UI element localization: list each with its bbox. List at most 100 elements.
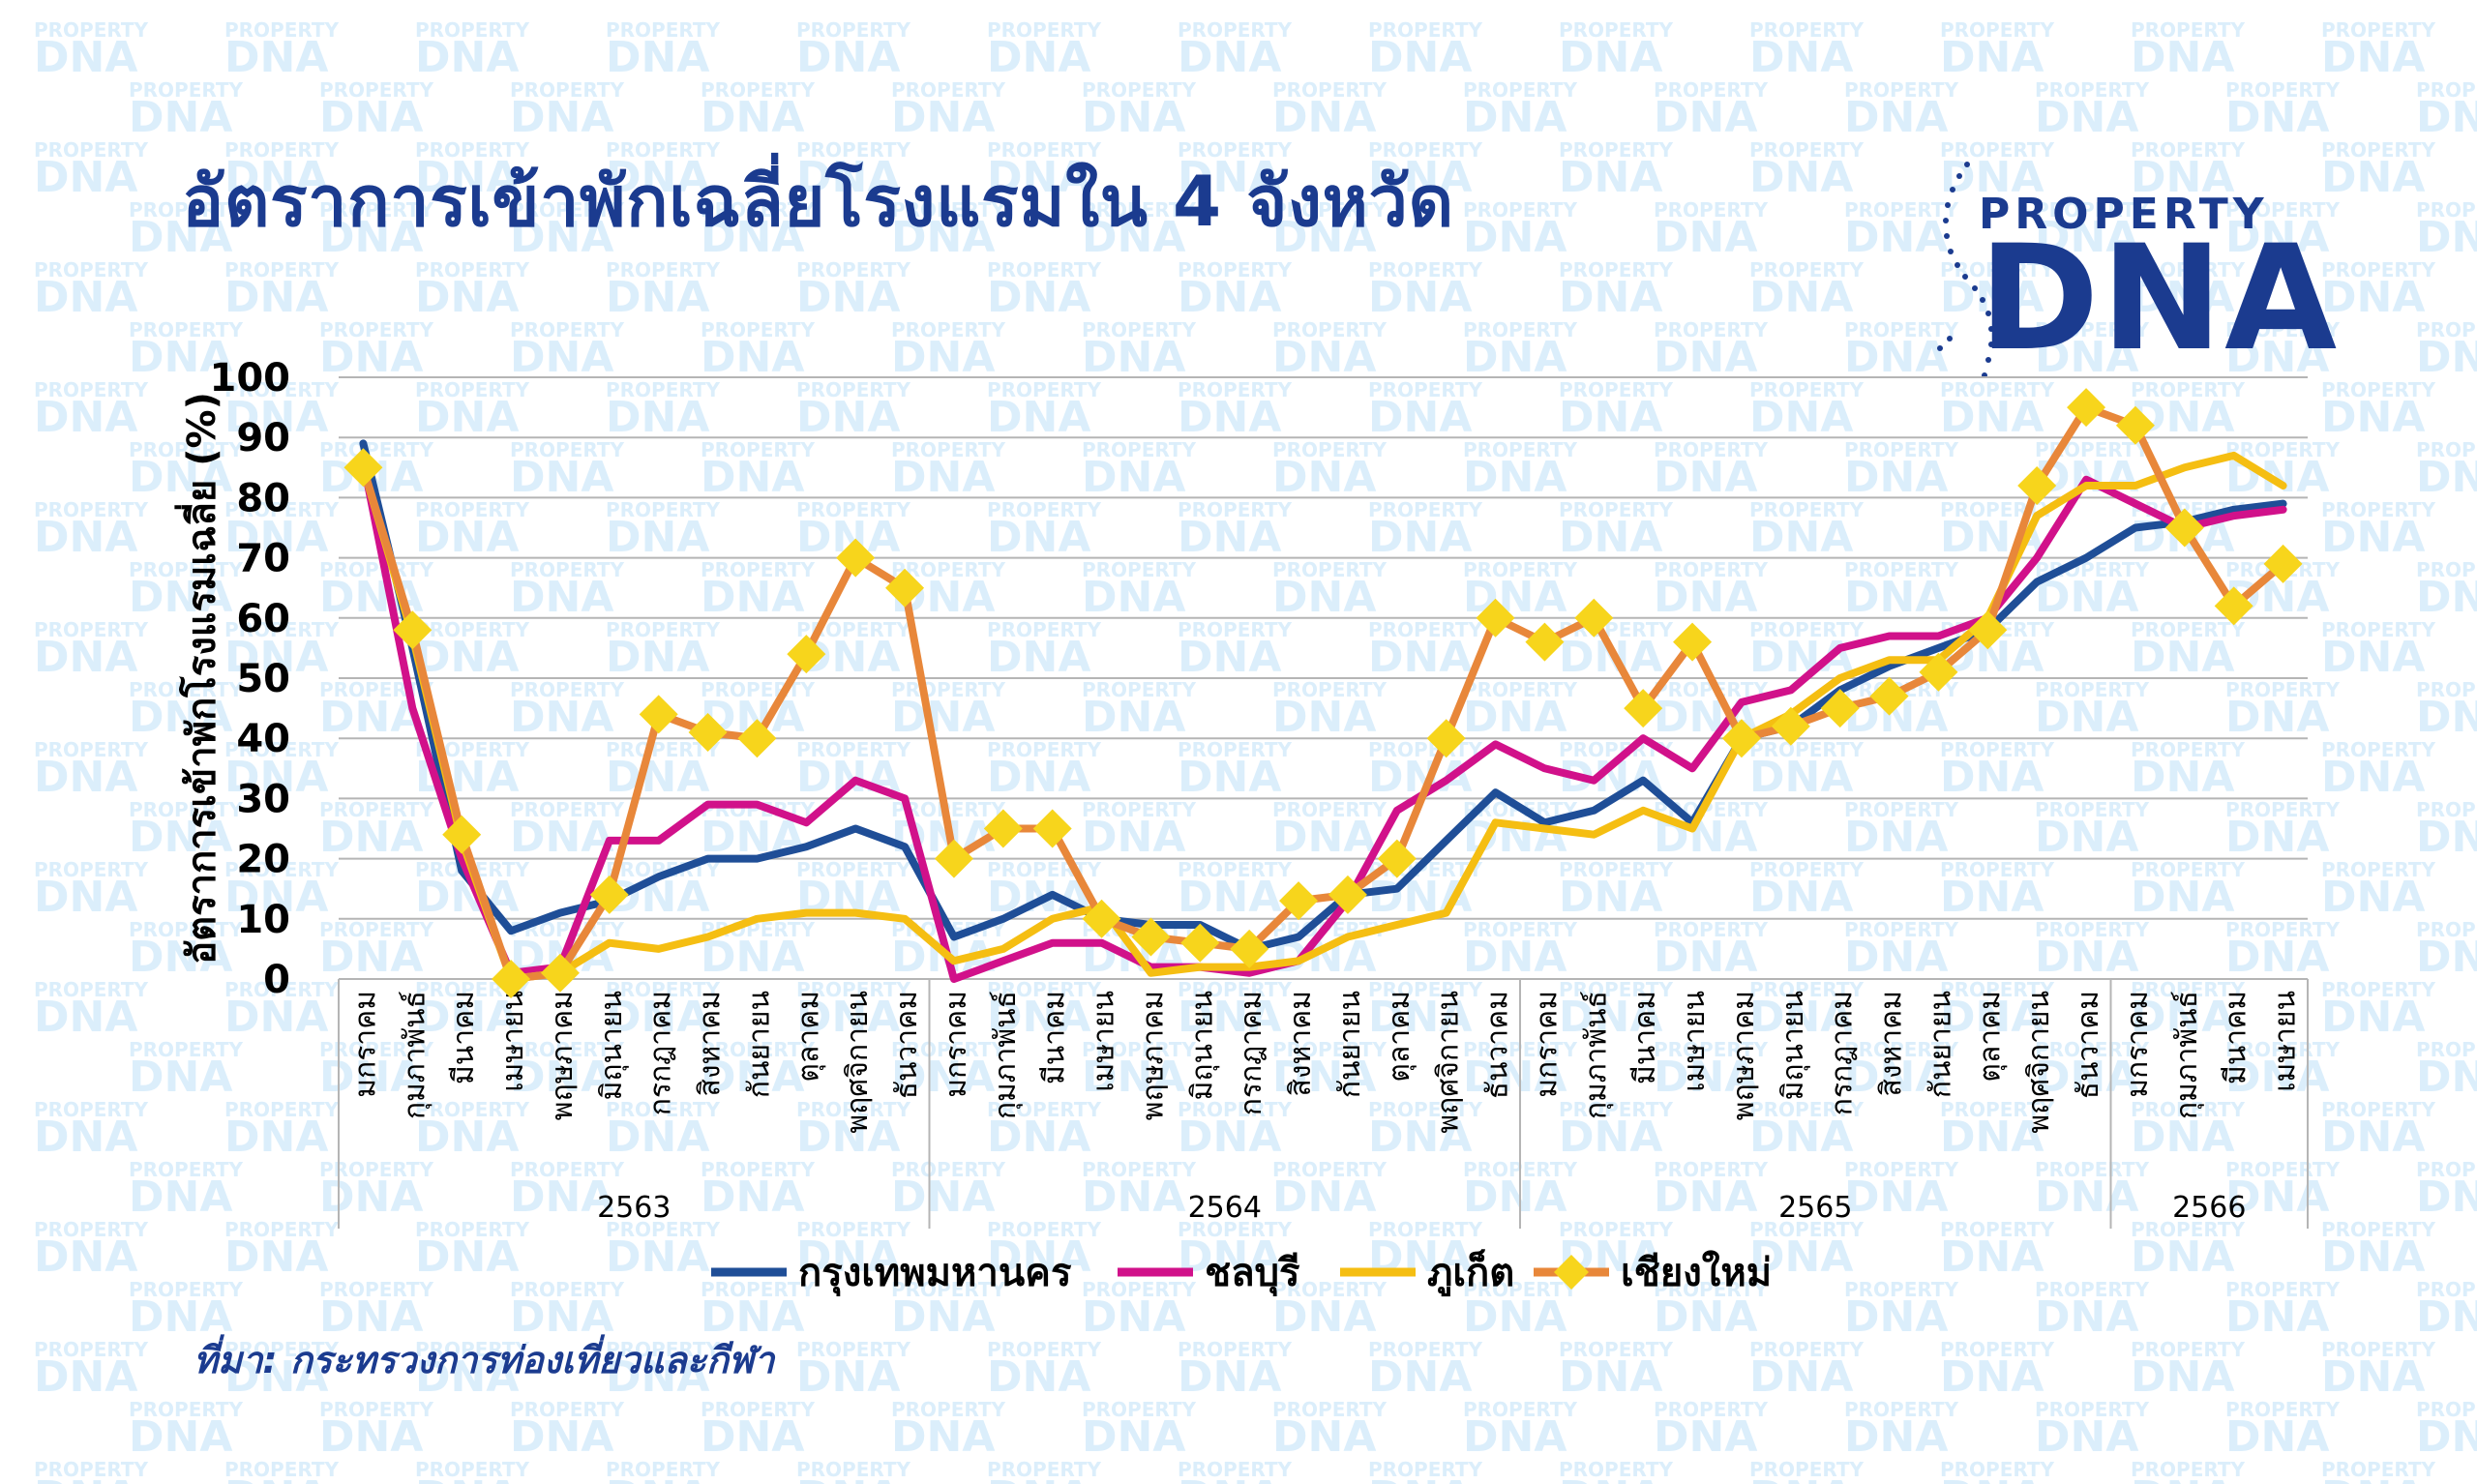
watermark-text: PROPERTY: [34, 978, 149, 1001]
watermark-text: PROPERTY: [34, 498, 149, 521]
watermark-text: PROPERTY: [987, 378, 1102, 401]
watermark-text: DNA: [2131, 273, 2234, 322]
watermark-text: PROPERTY: [1559, 1338, 1674, 1361]
watermark-text: DNA: [224, 1352, 328, 1402]
watermark-text: PROPERTY: [415, 1458, 530, 1481]
watermark-text: PROPERTY: [891, 678, 1006, 701]
watermark-text: DNA: [1749, 1352, 1853, 1402]
watermark-text: PROPERTY: [1178, 18, 1293, 42]
watermark-text: DNA: [1178, 993, 1281, 1042]
y-tick-label: 70: [236, 537, 290, 581]
watermark-text: PROPERTY: [1082, 318, 1197, 341]
watermark-text: DNA: [415, 633, 519, 682]
watermark-text: PROPERTY: [1082, 678, 1197, 701]
watermark-text: DNA: [2035, 813, 2138, 862]
data-point-marker: [589, 875, 629, 914]
watermark-text: DNA: [1082, 1412, 1185, 1462]
watermark-text: DNA: [2321, 993, 2425, 1042]
watermark-text: DNA: [1463, 1412, 1567, 1462]
watermark-text: PROPERTY: [2225, 198, 2341, 222]
watermark-text: PROPERTY: [34, 258, 149, 282]
watermark-text: DNA: [2321, 1352, 2425, 1402]
source-note: ที่มา: กระทรวงการท่องเที่ยวและกีฬา: [194, 1339, 775, 1381]
year-group-label: 2566: [2172, 1191, 2246, 1225]
watermark-text: PROPERTY: [34, 1098, 149, 1121]
watermark-text: DNA: [1940, 1113, 2044, 1162]
watermark-text: PROPERTY: [1559, 18, 1674, 42]
watermark-text: DNA: [2321, 153, 2425, 202]
watermark-text: DNA: [1368, 153, 1472, 202]
watermark-text: DNA: [701, 1172, 804, 1222]
watermark-text: PROPERTY: [2035, 78, 2150, 102]
watermark-text: PROPERTY: [1749, 138, 1865, 162]
watermark-text: DNA: [2225, 213, 2329, 262]
watermark-text: PROPERTY: [987, 1098, 1102, 1121]
watermark-text: DNA: [1654, 333, 1757, 382]
watermark-text: PROPERTY: [224, 738, 340, 761]
watermark-text: PROPERTY: [2321, 18, 2436, 42]
watermark-text: DNA: [415, 273, 519, 322]
watermark-text: DNA: [1749, 1113, 1853, 1162]
watermark-text: DNA: [2131, 633, 2234, 682]
watermark-text: PROPERTY: [987, 18, 1102, 42]
watermark-text: DNA: [1559, 513, 1662, 562]
watermark-text: DNA: [2321, 1113, 2425, 1162]
watermark-text: DNA: [129, 693, 232, 742]
watermark-text: PROPERTY: [1559, 378, 1674, 401]
watermark-text: DNA: [2035, 1412, 2138, 1462]
watermark-text: DNA: [1178, 1472, 1281, 1484]
watermark-text: DNA: [1272, 693, 1376, 742]
watermark-text: PROPERTY: [1654, 198, 1769, 222]
watermark-text: DNA: [1082, 1053, 1185, 1102]
watermark-text: DNA: [34, 993, 137, 1042]
watermark-text: PROPERTY: [1940, 1218, 2055, 1241]
watermark-text: PROPERTY: [1749, 618, 1865, 641]
watermark-text: DNA: [1272, 1053, 1376, 1102]
data-point-marker: [1377, 839, 1417, 878]
watermark-text: PROPERTY: [1368, 1218, 1483, 1241]
watermark-text: PROPERTY: [2131, 378, 2246, 401]
watermark-text: DNA: [1844, 573, 1948, 622]
watermark-text: PROPERTY: [510, 78, 625, 102]
watermark-text: PROPERTY: [2225, 1038, 2341, 1061]
watermark-text: DNA: [319, 693, 423, 742]
watermark-text: PROPERTY: [1178, 498, 1293, 521]
watermark-text: PROPERTY: [1272, 1158, 1388, 1181]
watermark-text: PROPERTY: [1463, 918, 1578, 941]
watermark-text: PROPERTY: [1559, 258, 1674, 282]
watermark-text: PROPERTY: [701, 78, 816, 102]
watermark-text: PROPERTY: [1368, 978, 1483, 1001]
watermark-text: PROPERTY: [34, 1218, 149, 1241]
watermark-text: DNA: [1272, 1172, 1376, 1222]
watermark-text: DNA: [319, 1053, 423, 1102]
watermark-text: DNA: [1559, 1352, 1662, 1402]
data-point-marker: [934, 839, 973, 878]
watermark-text: DNA: [510, 1412, 613, 1462]
watermark-text: DNA: [1844, 1412, 1948, 1462]
watermark-text: DNA: [1178, 633, 1281, 682]
legend-label: เชียงใหม่: [1621, 1250, 1772, 1295]
watermark-text: DNA: [1559, 993, 1662, 1042]
watermark-text: PROPERTY: [1749, 1218, 1865, 1241]
watermark-text: DNA: [1654, 933, 1757, 982]
watermark-text: DNA: [1178, 273, 1281, 322]
legend-label: ภูเก็ต: [1427, 1248, 1514, 1296]
watermark-text: DNA: [129, 93, 232, 142]
watermark-text: PROPERTY: [796, 258, 911, 282]
watermark-text: PROPERTY: [2321, 1098, 2436, 1121]
watermark-text: DNA: [2225, 693, 2329, 742]
watermark-text: DNA: [1272, 1412, 1376, 1462]
data-point-marker: [1919, 652, 1958, 692]
watermark-text: DNA: [987, 273, 1090, 322]
watermark-text: PROPERTY: [1178, 138, 1293, 162]
watermark-text: DNA: [129, 1053, 232, 1102]
watermark-text: DNA: [1463, 213, 1567, 262]
watermark-text: DNA: [224, 273, 328, 322]
series-line: [359, 439, 2287, 953]
watermark-text: PROPERTY: [224, 498, 340, 521]
watermark-text: PROPERTY: [2416, 438, 2477, 461]
watermark-text: PROPERTY: [987, 498, 1102, 521]
x-tick-label: กันยายน: [1333, 991, 1367, 1098]
series-line: [359, 451, 2287, 983]
watermark-text: DNA: [987, 1232, 1090, 1282]
